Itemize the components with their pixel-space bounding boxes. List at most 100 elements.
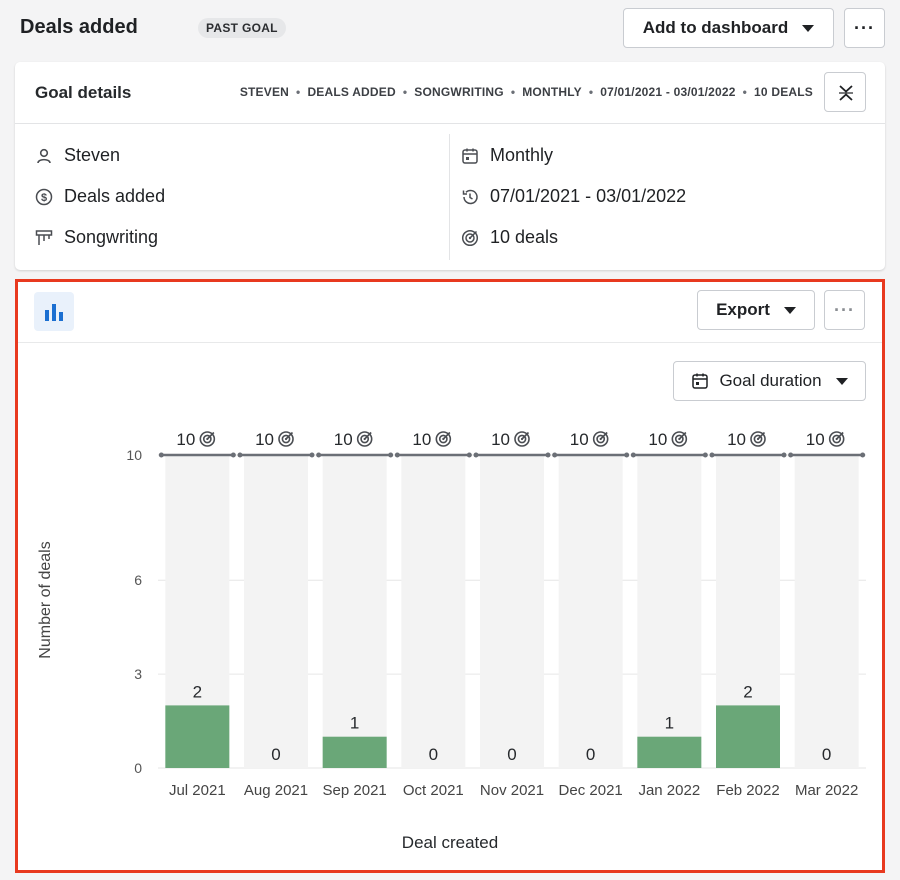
x-axis-label: Deal created <box>402 833 498 852</box>
data-label: 2 <box>193 682 202 701</box>
x-tick-label: Jan 2022 <box>638 782 700 799</box>
add-to-dashboard-button[interactable]: Add to dashboard <box>623 8 834 48</box>
bar[interactable] <box>716 705 780 768</box>
goal-label: 10 <box>176 430 195 449</box>
goal-line-dot <box>309 452 315 458</box>
y-tick-label: 3 <box>134 666 142 682</box>
x-tick-label: Feb 2022 <box>716 782 779 799</box>
detail-pipeline-text: Songwriting <box>64 227 159 247</box>
target-icon <box>278 431 294 447</box>
goal-label: 10 <box>491 430 510 449</box>
detail-target-text: 10 deals <box>490 227 559 247</box>
bar[interactable] <box>322 736 387 768</box>
data-label: 0 <box>271 745 280 764</box>
target-icon <box>671 431 688 447</box>
detail-type-text: Deals added <box>64 186 166 206</box>
goal-label: 10 <box>648 430 667 449</box>
crumb-assignee: STEVEN <box>239 85 290 99</box>
export-button[interactable]: Export <box>697 290 815 330</box>
goal-line-dot <box>702 452 708 458</box>
panel-more-button[interactable]: ··· <box>824 290 865 330</box>
x-tick-label: Aug 2021 <box>244 782 308 799</box>
svg-text:$: $ <box>41 192 47 204</box>
collapse-button[interactable] <box>824 72 866 112</box>
x-tick-label: Jul 2021 <box>169 782 226 799</box>
crumb-separator: • <box>742 85 748 99</box>
target-icon <box>514 431 530 447</box>
goal-line-dot <box>630 452 636 458</box>
detail-assignee-text: Steven <box>64 145 121 165</box>
goal-track <box>794 455 859 768</box>
data-label: 1 <box>350 714 359 733</box>
target-icon <box>592 431 609 447</box>
goal-label: 10 <box>570 430 589 449</box>
goal-label: 10 <box>727 430 746 449</box>
crumb-interval: MONTHLY <box>522 85 582 99</box>
data-label: 2 <box>743 682 752 701</box>
goal-track <box>322 455 387 768</box>
data-label: 0 <box>586 745 595 764</box>
detail-type: $ Deals added <box>35 186 165 207</box>
target-icon <box>435 431 452 447</box>
goal-line-dot <box>709 452 715 458</box>
x-tick-label: Mar 2022 <box>795 782 858 799</box>
dollar-icon: $ <box>35 188 53 205</box>
goal-details-card: Goal details STEVEN • DEALS ADDED • SONG… <box>15 62 885 270</box>
chevron-down-icon <box>783 306 796 314</box>
details-divider <box>449 134 450 260</box>
detail-duration: 07/01/2021 - 03/01/2022 <box>461 186 686 207</box>
data-label: 0 <box>429 745 438 764</box>
bar-chart-icon <box>45 303 63 321</box>
detail-assignee: Steven <box>35 145 120 166</box>
detail-interval: Monthly <box>461 145 553 166</box>
goal-track <box>637 455 702 768</box>
deals-bar-chart: 0 3 6 10 10 2 Jul 2021 10 0 Aug 2021 10 1 Sep 2021 10… <box>37 430 866 852</box>
more-horizontal-icon: ··· <box>854 18 875 38</box>
more-options-button[interactable]: ··· <box>844 8 885 48</box>
goal-line-dot <box>230 452 236 458</box>
crumb-separator: • <box>296 85 301 99</box>
goal-details-title: Goal details <box>35 83 132 102</box>
goal-summary-breadcrumb: STEVEN • DEALS ADDED • SONGWRITING • MON… <box>240 85 813 99</box>
goal-line-dot <box>394 452 400 458</box>
goal-details-header: Goal details STEVEN • DEALS ADDED • SONG… <box>15 62 885 124</box>
user-icon <box>37 148 51 163</box>
add-to-dashboard-label: Add to dashboard <box>642 18 789 37</box>
top-bar: Deals added PAST GOAL Add to dashboard ·… <box>0 0 900 56</box>
chart-type-button[interactable] <box>34 292 74 331</box>
target-icon <box>199 431 216 447</box>
bar[interactable] <box>165 705 230 768</box>
target-icon <box>356 431 373 447</box>
x-tick-label: Nov 2021 <box>480 782 544 799</box>
chevron-down-icon <box>835 377 848 385</box>
goal-line-dot <box>624 452 630 458</box>
goal-details-body: Steven $ Deals added Songwriting Monthly… <box>15 124 885 270</box>
goal-line-dot <box>552 452 558 458</box>
y-tick-label: 10 <box>126 447 142 463</box>
bar[interactable] <box>637 736 702 768</box>
crumb-separator: • <box>588 85 594 99</box>
x-tick-label: Sep 2021 <box>323 782 387 799</box>
y-tick-label: 6 <box>134 572 142 588</box>
pipeline-icon <box>35 229 53 245</box>
goal-duration-button[interactable]: Goal duration <box>673 361 866 401</box>
goal-track <box>558 455 623 768</box>
detail-duration-text: 07/01/2021 - 03/01/2022 <box>490 186 687 206</box>
collapse-icon <box>839 85 853 101</box>
goal-label: 10 <box>255 430 274 449</box>
goal-line-dot <box>466 452 472 458</box>
target-icon <box>750 431 766 447</box>
goal-line-dot <box>237 452 243 458</box>
goal-duration-label: Goal duration <box>719 371 822 390</box>
calendar-icon <box>462 148 478 164</box>
chart-panel: Export ··· Goal duration 0 3 6 10 10 2 Jul 202… <box>15 279 885 873</box>
crumb-separator: • <box>510 85 516 99</box>
crumb-duration: 07/01/2021 - 03/01/2022 <box>600 85 736 99</box>
target-icon <box>461 229 479 246</box>
target-icon <box>828 431 845 447</box>
export-label: Export <box>716 300 770 319</box>
goal-label: 10 <box>334 430 353 449</box>
goal-line-dot <box>316 452 322 458</box>
goal-track <box>244 455 308 768</box>
goal-track <box>480 455 544 768</box>
